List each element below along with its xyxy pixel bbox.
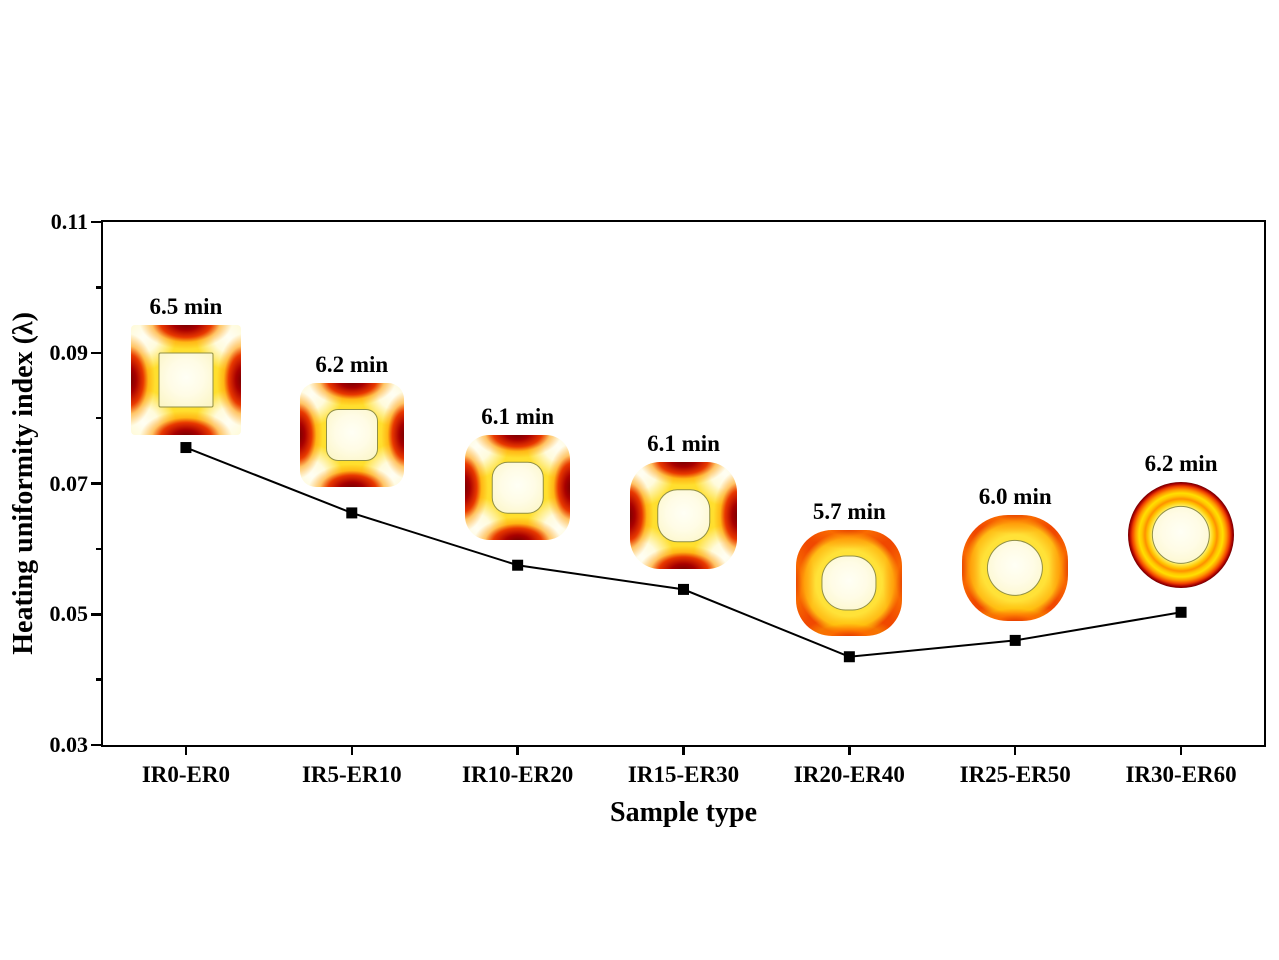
data-point-marker: [1175, 606, 1187, 618]
x-axis-tick: [516, 745, 519, 755]
y-axis-minor-tick: [96, 286, 103, 289]
heating-time-label: 6.2 min: [1144, 451, 1218, 476]
y-axis-title: Heating uniformity index (λ): [0, 222, 48, 745]
data-point-marker: [843, 651, 855, 663]
thermal-heatmap-image: [465, 435, 571, 540]
x-axis-tick-label: IR25-ER50: [959, 762, 1071, 787]
y-axis-tick-label: 0.09: [49, 339, 89, 365]
y-axis-minor-tick: [96, 547, 103, 551]
thermal-heatmap-image: [796, 530, 903, 636]
heating-time-label: 6.2 min: [315, 352, 389, 377]
y-axis-tick-label: 0.07: [49, 470, 89, 496]
sample-core-outline: [821, 555, 877, 611]
thermal-heatmap-image: [299, 383, 404, 487]
y-axis-title-text: Heating uniformity index (λ): [8, 312, 39, 655]
thermal-thumbnail-IR5-ER10: 6.2 min: [299, 352, 404, 487]
sample-core-outline: [325, 409, 378, 461]
data-point-marker: [512, 559, 524, 571]
x-axis-tick: [350, 745, 354, 755]
x-axis-tick: [682, 745, 685, 755]
x-axis-tick-label: IR0-ER0: [141, 762, 231, 787]
sample-core-outline: [987, 539, 1044, 597]
heating-time-label: 6.1 min: [647, 431, 720, 456]
y-axis-major-tick: [91, 351, 103, 354]
heating-time-label: 6.0 min: [978, 484, 1052, 509]
y-axis-major-tick: [91, 482, 103, 485]
sample-core-outline: [158, 352, 214, 408]
thermal-heatmap-image: [130, 325, 241, 435]
y-axis-minor-tick: [96, 678, 103, 681]
sample-core-outline: [491, 461, 544, 514]
thermal-thumbnail-IR0-ER0: 6.5 min: [130, 294, 241, 435]
data-point-marker: [346, 507, 358, 519]
y-axis-minor-tick: [96, 416, 103, 420]
thermal-thumbnail-IR15-ER30: 6.1 min: [630, 431, 737, 569]
x-axis-tick-label: IR30-ER60: [1125, 762, 1237, 787]
thermal-thumbnail-IR10-ER20: 6.1 min: [465, 404, 571, 540]
x-axis-title: Sample type: [610, 797, 757, 828]
sample-core-outline: [656, 488, 711, 543]
y-axis-major-tick: [91, 220, 103, 224]
thermal-heatmap-image: [1128, 482, 1235, 588]
heating-time-label: 5.7 min: [812, 499, 886, 524]
thermal-heatmap-image: [630, 462, 737, 569]
thermal-thumbnail-IR30-ER60: 6.2 min: [1128, 451, 1235, 588]
thermal-thumbnail-IR25-ER50: 6.0 min: [962, 484, 1069, 621]
heating-time-label: 6.1 min: [481, 404, 555, 429]
sample-core-outline: [1151, 505, 1211, 565]
x-axis-tick: [1013, 745, 1017, 755]
series-plot: [180, 442, 1187, 663]
y-axis-tick-label: 0.05: [49, 601, 89, 627]
x-axis-tick: [1179, 745, 1183, 755]
heating-time-label: 6.5 min: [149, 294, 223, 319]
x-axis-tick-label: IR10-ER20: [462, 762, 574, 787]
y-axis-major-tick: [91, 613, 103, 616]
x-axis-tick: [848, 745, 851, 755]
y-axis-major-tick: [91, 743, 103, 747]
x-axis-tick-label: IR15-ER30: [627, 762, 740, 787]
x-axis-tick: [184, 745, 188, 755]
thermal-heatmap-image: [962, 515, 1069, 621]
y-axis-tick-label: 0.03: [49, 732, 89, 757]
thermal-thumbnail-IR20-ER40: 5.7 min: [796, 499, 903, 636]
x-axis-tick-label: IR5-ER10: [301, 762, 402, 787]
data-point-marker: [1009, 634, 1021, 646]
y-axis-tick-label: 0.11: [50, 209, 88, 234]
x-axis-tick-label: IR20-ER40: [793, 762, 905, 787]
data-point-marker: [180, 442, 192, 454]
data-point-marker: [678, 583, 689, 595]
